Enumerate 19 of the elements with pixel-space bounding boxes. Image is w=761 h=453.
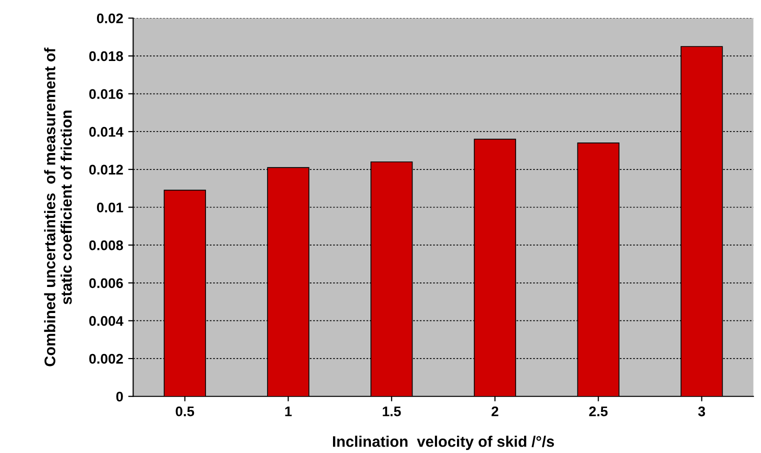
- y-tick-label: 0.006: [89, 278, 123, 288]
- x-tick-label: 1.5: [382, 406, 401, 416]
- x-tick-label: 1: [285, 406, 292, 416]
- y-tick-label: 0.008: [89, 240, 124, 250]
- x-axis-title: Inclination velocity of skid /°/s: [333, 436, 554, 450]
- y-tick-label: 0.016: [89, 89, 123, 99]
- y-tick-label: 0.018: [89, 51, 124, 62]
- y-tick-label: 0.014: [89, 126, 124, 137]
- x-tick-label: 0.5: [176, 406, 194, 416]
- y-tick-label: 0.012: [89, 164, 123, 175]
- y-axis-title: Combined uncertainties of measurement of static coefficient of friction: [44, 48, 72, 366]
- y-tick-label: 0.002: [89, 354, 123, 364]
- y-tick-label: 0.004: [89, 316, 124, 326]
- y-tick-label: 0.01: [96, 202, 124, 212]
- x-tick-label: 3: [698, 406, 706, 416]
- y-tick-label: 0: [116, 392, 123, 402]
- x-tick-label: 2: [492, 406, 498, 416]
- y-tick-label: 0.02: [96, 13, 123, 24]
- x-tick-label: 2.5: [589, 406, 608, 416]
